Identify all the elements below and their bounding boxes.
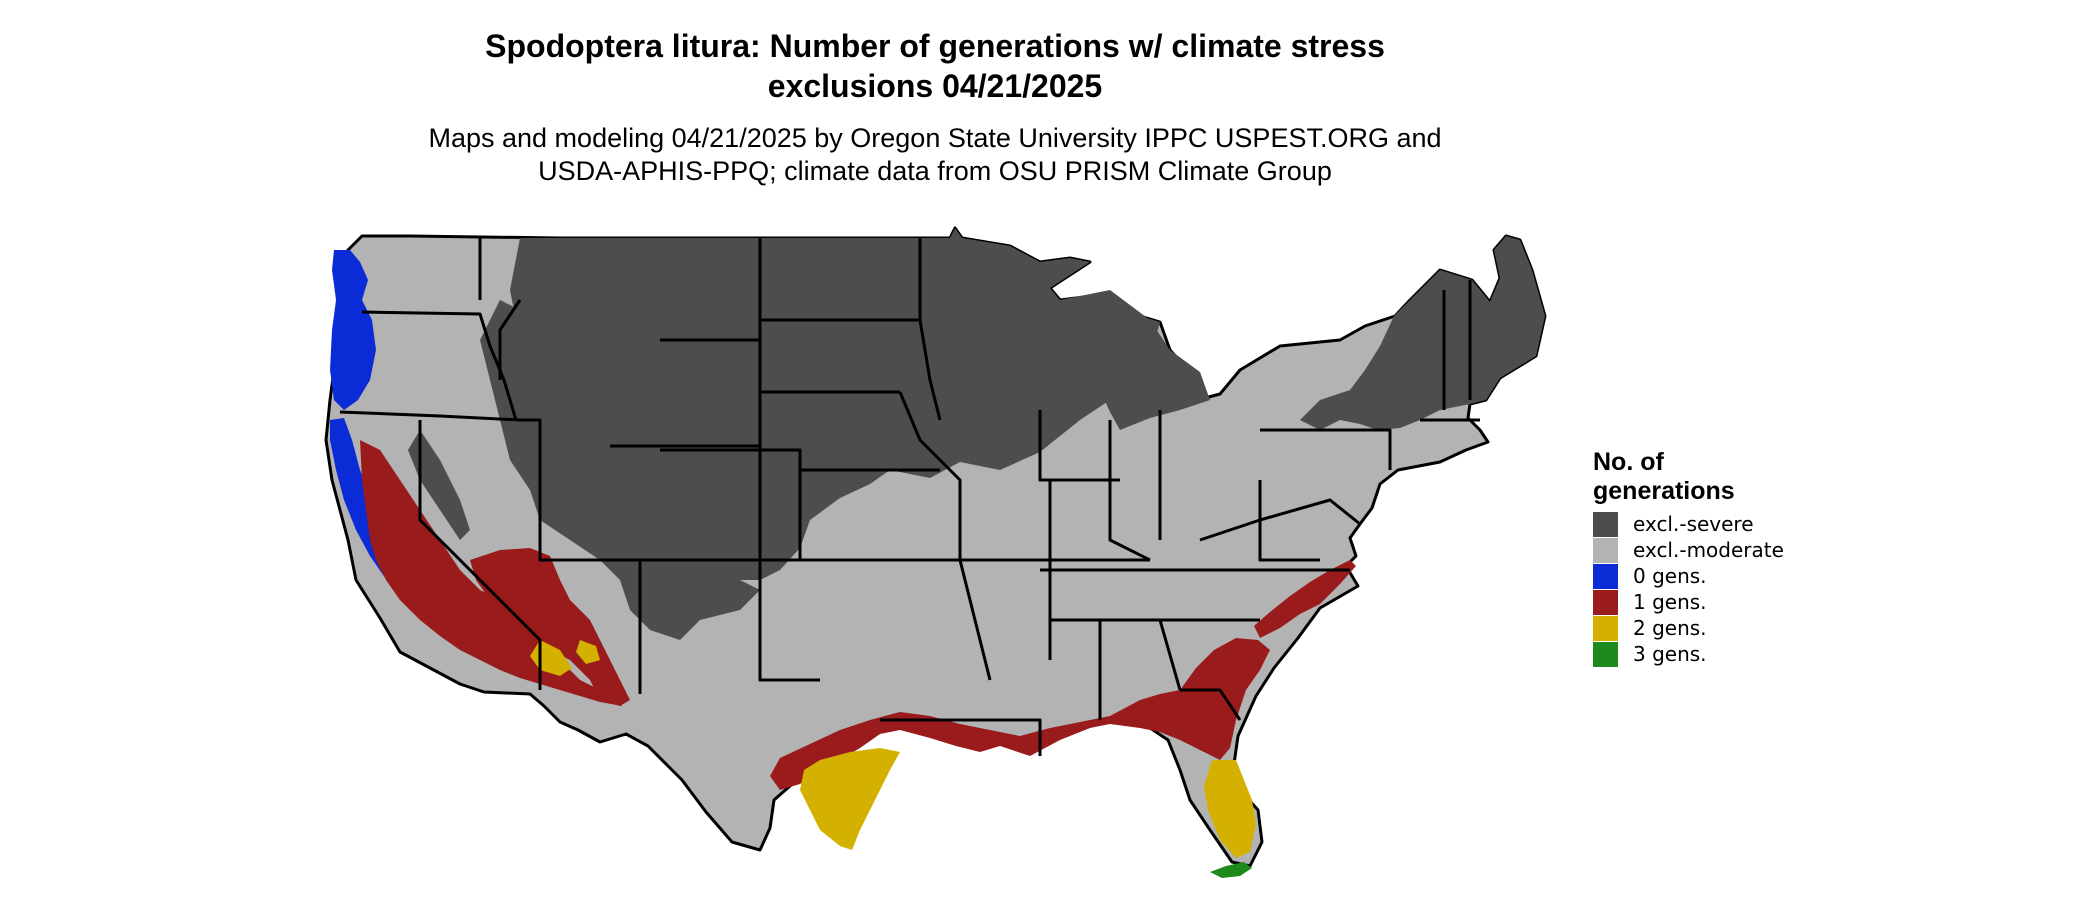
one-gen-atlantic-coast (1254, 560, 1356, 638)
map-subtitle-line1: Maps and modeling 04/21/2025 by Oregon S… (428, 123, 1442, 153)
severe-colorado-utah (630, 450, 800, 580)
legend-label: excl.-severe (1633, 512, 1754, 536)
legend-label: excl.-moderate (1633, 538, 1784, 562)
severe-sierra (408, 430, 470, 540)
legend-swatch (1593, 564, 1618, 589)
legend-swatch (1593, 538, 1618, 563)
two-gens-arizona-patches (530, 640, 600, 676)
map-subtitle-line2: USDA-APHIS-PPQ; climate data from OSU PR… (538, 156, 1332, 186)
map-title-line1: Spodoptera litura: Number of generations… (485, 28, 1385, 64)
severe-northeast (1300, 236, 1545, 430)
legend-title-line1: No. of (1593, 448, 1664, 476)
legend-swatch (1593, 616, 1618, 641)
legend-label: 3 gens. (1633, 642, 1707, 666)
legend-label: 1 gens. (1633, 590, 1707, 614)
us-generations-map (324, 226, 1547, 878)
state-boundaries (339, 236, 1480, 756)
two-gens-south-texas (800, 748, 900, 850)
legend-swatch (1593, 590, 1618, 615)
one-gen-arizona (470, 548, 630, 706)
legend-label: 0 gens. (1633, 564, 1707, 588)
legend-swatch (1593, 512, 1618, 537)
legend-title-line2: generations (1593, 477, 1735, 505)
one-gen-gulf-coast (770, 638, 1270, 790)
severe-great-lakes (1060, 290, 1210, 430)
two-gens-florida (1204, 760, 1256, 858)
map-title-line2: exclusions 04/21/2025 (767, 68, 1103, 104)
one-gen-california (360, 440, 622, 706)
legend-swatch (1593, 642, 1618, 667)
zero-gens-pacific-northwest (330, 250, 376, 410)
legend-label: 2 gens. (1633, 616, 1707, 640)
three-gens-florida-keys (1210, 862, 1252, 878)
